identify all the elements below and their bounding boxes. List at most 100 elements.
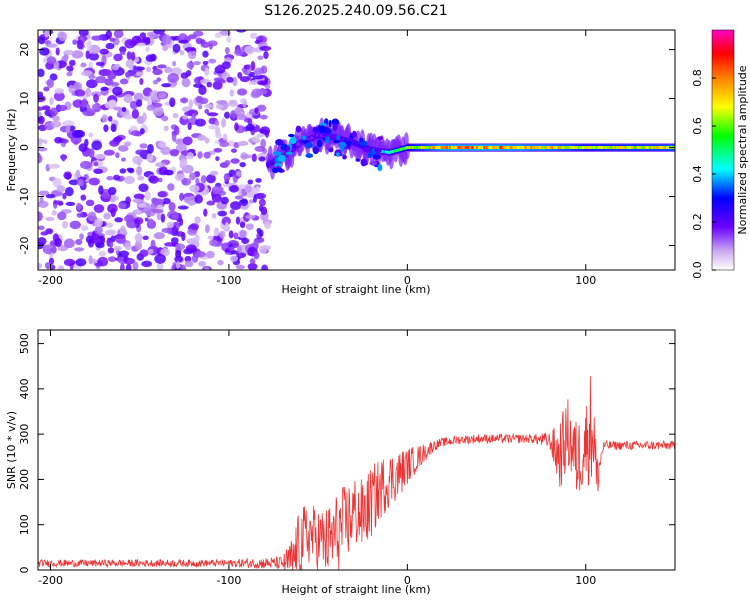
- noise-blob: [232, 76, 238, 87]
- noise-blob: [38, 262, 43, 269]
- noise-blob: [194, 234, 200, 243]
- noise-blob: [146, 104, 155, 111]
- top-y-axis-label: Frequency (Hz): [5, 109, 18, 192]
- noise-blob: [54, 88, 65, 94]
- noise-blob: [179, 97, 189, 104]
- noise-blob: [57, 265, 65, 270]
- noise-blob: [213, 227, 220, 237]
- noise-blob: [105, 42, 115, 50]
- y-tick-label: -10: [18, 188, 31, 206]
- noise-blob: [175, 261, 181, 269]
- noise-blob: [229, 201, 242, 210]
- noise-blob: [38, 138, 44, 144]
- noise-blob: [161, 83, 172, 88]
- noise-blob: [193, 83, 204, 88]
- noise-blob: [82, 110, 95, 117]
- noise-blob: [113, 136, 123, 142]
- noise-blob: [226, 76, 234, 83]
- bottom-y-ticks: 0 100 200 300 400 500: [18, 333, 675, 574]
- track-scatter: [285, 145, 291, 152]
- noise-blob: [215, 103, 224, 110]
- y-tick-label: 200: [18, 469, 31, 490]
- noise-blob: [134, 209, 141, 215]
- track-scatter: [372, 154, 381, 160]
- noise-blob: [38, 115, 45, 125]
- noise-blob: [62, 220, 69, 229]
- noise-blob: [49, 97, 54, 106]
- noise-blob: [57, 104, 68, 112]
- noise-blob: [261, 264, 269, 270]
- spectrogram-signal-track: [265, 117, 675, 180]
- noise-blob: [221, 216, 231, 226]
- noise-blob: [189, 172, 196, 181]
- noise-blob: [97, 256, 109, 267]
- noise-blob: [132, 261, 139, 270]
- noise-blob: [38, 142, 43, 148]
- track-scatter: [318, 125, 326, 134]
- noise-blob: [51, 209, 57, 216]
- noise-blob: [257, 80, 268, 86]
- noise-blob: [113, 246, 122, 251]
- noise-blob: [244, 45, 255, 55]
- snr-series: [38, 376, 675, 570]
- noise-blob: [234, 106, 242, 116]
- noise-blob: [187, 200, 194, 206]
- track-scatter: [351, 130, 357, 138]
- noise-blob: [38, 147, 48, 152]
- noise-blob: [113, 174, 121, 181]
- noise-blob: [230, 148, 237, 153]
- noise-blob: [250, 32, 258, 39]
- track-scatter: [277, 154, 287, 163]
- noise-blob: [48, 163, 61, 169]
- noise-blob: [211, 193, 222, 203]
- noise-blob: [50, 120, 62, 128]
- noise-blob: [95, 61, 105, 66]
- noise-blob: [42, 244, 54, 249]
- noise-blob: [177, 205, 189, 210]
- noise-blob: [146, 152, 154, 162]
- noise-blob: [76, 39, 84, 49]
- noise-blob: [121, 157, 126, 162]
- noise-blob: [221, 61, 231, 70]
- colorbar-tick-label: 0.4: [691, 165, 704, 183]
- noise-blob: [174, 138, 186, 145]
- noise-blob: [258, 245, 268, 254]
- x-tick-label: 0: [404, 574, 411, 587]
- noise-blob: [139, 78, 144, 86]
- noise-blob: [111, 64, 120, 71]
- noise-blob: [181, 178, 192, 186]
- colorbar-tick-label: 0.6: [691, 117, 704, 135]
- noise-blob: [206, 250, 215, 259]
- noise-blob: [208, 124, 219, 130]
- bottom-x-ticks: -200 -100 0 100: [38, 330, 596, 587]
- track-scatter: [332, 122, 338, 131]
- noise-blob: [103, 149, 115, 156]
- noise-blob: [251, 136, 260, 143]
- noise-blob: [264, 221, 271, 230]
- noise-blob: [38, 68, 45, 78]
- noise-blob: [38, 36, 46, 45]
- noise-blob: [103, 212, 111, 220]
- noise-blob: [254, 185, 261, 194]
- noise-blob: [120, 263, 125, 270]
- noise-blob: [245, 223, 254, 231]
- noise-blob: [119, 225, 127, 236]
- noise-blob: [206, 112, 219, 117]
- noise-blob: [62, 120, 75, 127]
- noise-blob: [195, 177, 200, 185]
- noise-blob: [136, 166, 143, 176]
- noise-blob: [63, 171, 72, 180]
- noise-blob: [114, 217, 123, 223]
- x-tick-label: 100: [575, 274, 596, 287]
- noise-blob: [72, 99, 84, 108]
- noise-blob: [123, 141, 132, 147]
- y-tick-label: 500: [18, 333, 31, 354]
- noise-blob: [249, 258, 256, 265]
- noise-blob: [108, 85, 114, 92]
- noise-blob: [166, 221, 174, 229]
- noise-blob: [258, 156, 266, 162]
- noise-blob: [169, 149, 180, 157]
- track-scatter: [312, 146, 320, 155]
- noise-blob: [170, 237, 179, 244]
